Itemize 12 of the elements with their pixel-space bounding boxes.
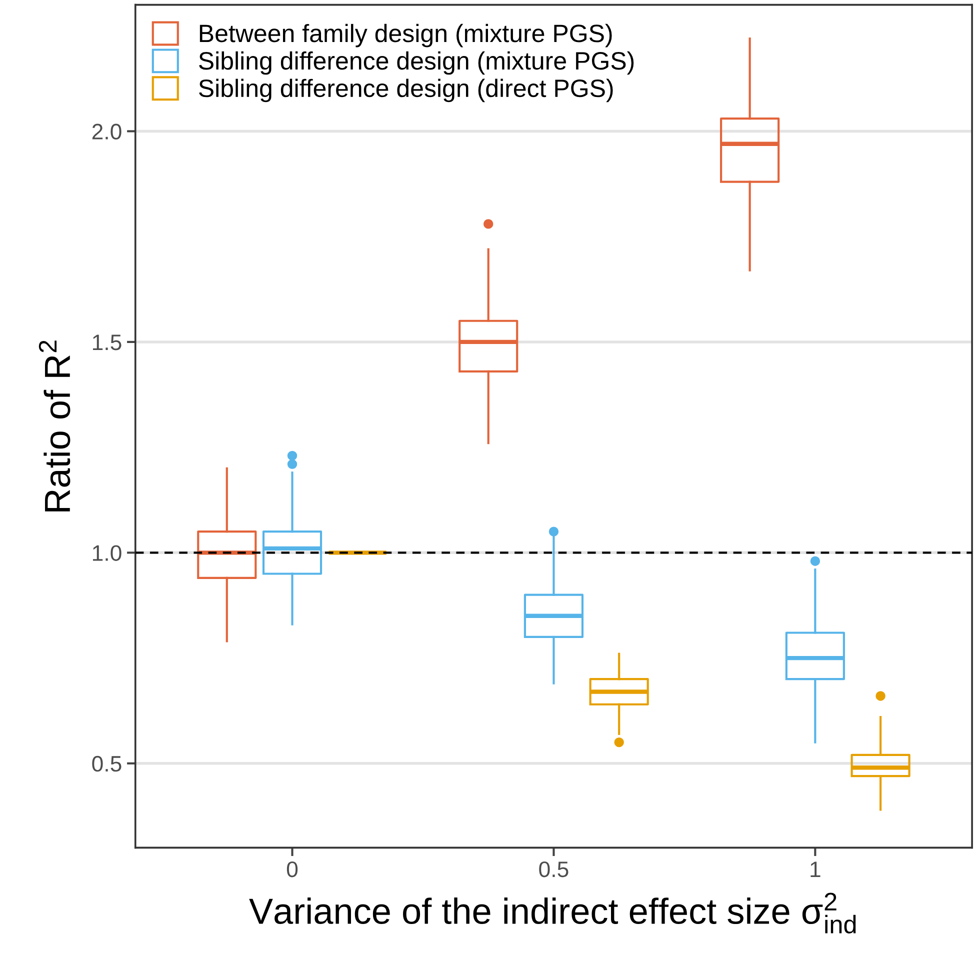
y-tick-label: 1.5 <box>92 334 122 350</box>
x-tick-label: 1 <box>810 862 820 877</box>
x-axis-title: Variance of the indirect effect size σ$^{2}$$_{ind}$ <box>249 892 856 934</box>
y-tick-label: 0.5 <box>92 756 122 772</box>
x-tick-label: 0 <box>286 861 298 878</box>
y-tick-label: 1.0 <box>92 545 122 561</box>
y-tick-label: 2.0 <box>92 124 122 140</box>
x-tick-label: 0.5 <box>539 861 568 878</box>
legend-label: Between family design (mixture PGS) <box>200 24 612 48</box>
legend-label: Sibling difference design (mixture PGS) <box>199 51 634 75</box>
legend-label: Sibling difference design (direct PGS) <box>199 78 613 102</box>
y-axis-title: Ratio of R$^{2}$ <box>38 340 70 512</box>
